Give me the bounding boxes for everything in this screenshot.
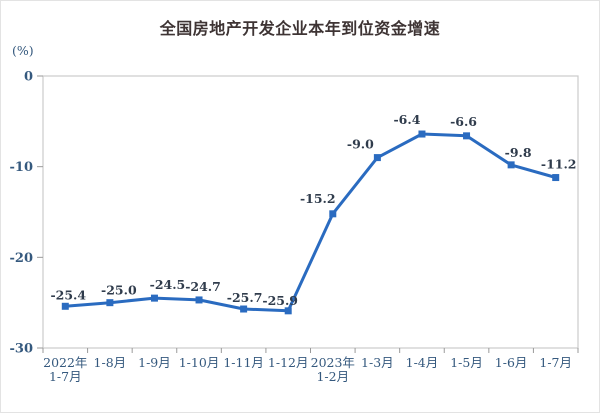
data-point-marker <box>106 299 114 307</box>
x-tick-label: 1-8月 <box>94 355 127 370</box>
data-point-marker <box>240 305 248 313</box>
x-tick-label: 2023年 1-2月 <box>311 355 355 384</box>
data-point-marker <box>284 307 292 315</box>
y-tick-label: -30 <box>10 342 34 357</box>
data-point-marker <box>329 210 337 218</box>
x-tick-label: 1-10月 <box>179 355 220 370</box>
x-tick-label: 1-4月 <box>406 355 439 370</box>
data-point-marker <box>150 294 158 302</box>
x-tick-label: 1-6月 <box>495 355 528 370</box>
x-tick-label: 1-9月 <box>138 355 171 370</box>
data-point-marker <box>552 174 560 182</box>
y-axis-unit-label: (%) <box>12 43 34 58</box>
data-point-label: -25.7 <box>227 290 263 305</box>
data-point-label: -15.2 <box>300 191 336 206</box>
data-point-marker <box>463 132 471 140</box>
plot-border <box>42 75 579 349</box>
chart-title: 全国房地产开发企业本年到位资金增速 <box>159 19 441 38</box>
y-tick-label: -10 <box>10 160 34 175</box>
x-tick-label: 1-11月 <box>223 355 264 370</box>
y-tick-label: 0 <box>24 70 33 85</box>
data-point-marker <box>418 130 426 138</box>
x-tick-label: 1-3月 <box>361 355 394 370</box>
data-point-label: -9.8 <box>505 145 532 160</box>
data-point-marker <box>507 161 515 169</box>
data-point-marker <box>61 302 69 310</box>
data-point-label: -24.7 <box>185 279 221 294</box>
data-point-marker <box>195 296 203 304</box>
data-point-label: -25.0 <box>101 283 137 298</box>
data-line <box>63 132 558 313</box>
data-point-label: -11.2 <box>541 157 577 172</box>
data-point-label: -6.4 <box>393 112 420 127</box>
x-tick-label: 1-5月 <box>450 355 483 370</box>
x-tick-label: 1-12月 <box>268 355 309 370</box>
data-point-marker <box>373 154 381 162</box>
x-tick-label: 1-7月 <box>539 355 572 370</box>
data-point-label: -6.6 <box>450 114 477 129</box>
x-tick-label: 2022年 1-7月 <box>43 355 87 384</box>
data-point-label: -9.0 <box>347 137 374 152</box>
y-tick-label: -20 <box>10 251 34 266</box>
data-point-label: -25.4 <box>50 287 86 302</box>
data-point-label: -25.9 <box>262 293 298 308</box>
data-point-label: -24.5 <box>150 277 186 292</box>
